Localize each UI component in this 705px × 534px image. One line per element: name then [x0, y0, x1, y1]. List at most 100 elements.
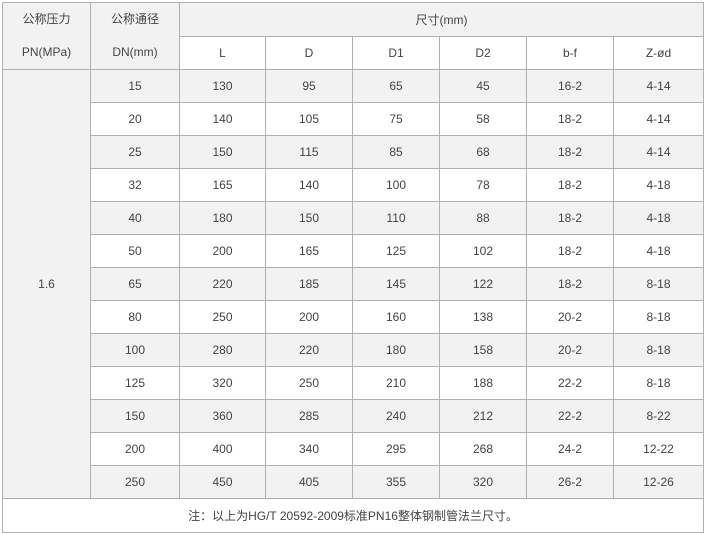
table-cell: 320 — [179, 366, 266, 400]
table-cell: 15 — [90, 69, 180, 103]
table-cell: 110 — [352, 201, 440, 235]
table-cell: 340 — [265, 432, 353, 466]
table-cell: 4-14 — [612, 135, 705, 169]
table-cell: 200 — [179, 234, 266, 268]
table-row: 65 220 185 145 122 18-2 8-18 — [3, 267, 705, 301]
table-cell: 165 — [265, 234, 353, 268]
table-cell: 355 — [352, 465, 440, 499]
table-cell: 212 — [439, 399, 527, 433]
pn-label: 公称压力 — [22, 12, 71, 26]
table-cell: 78 — [439, 168, 527, 202]
table-cell: 26-2 — [526, 465, 614, 499]
column-header: D — [265, 35, 353, 70]
table-cell: 210 — [352, 366, 440, 400]
table-cell: 105 — [265, 102, 353, 136]
dn-label: 公称通径 — [110, 12, 159, 26]
table-cell: 16-2 — [526, 69, 614, 103]
table-cell: 150 — [265, 201, 353, 235]
table-cell: 20-2 — [526, 333, 614, 367]
table-cell: 320 — [439, 465, 527, 499]
table-cell: 4-18 — [612, 168, 705, 202]
footnote: 注：以上为HG/T 20592-2009标准PN16整体钢制管法兰尺寸。 — [1, 498, 705, 533]
table-cell: 185 — [265, 267, 353, 301]
table-cell: 125 — [90, 366, 180, 400]
column-header: D1 — [352, 35, 440, 70]
table-cell: 102 — [439, 234, 527, 268]
table-cell: 220 — [179, 267, 266, 301]
table-cell: 125 — [352, 234, 440, 268]
table-cell: 240 — [352, 399, 440, 433]
table-cell: 95 — [265, 69, 353, 103]
table-cell: 130 — [179, 69, 266, 103]
table-cell: 200 — [265, 300, 353, 334]
pn-unit: PN(MPa) — [21, 45, 72, 59]
table-row: 1.6 15 130 95 65 45 16-2 4-14 — [2, 69, 705, 499]
table-row: 125 320 250 210 188 22-2 8-18 — [3, 366, 705, 400]
table-cell: 4-14 — [612, 69, 705, 103]
table-cell: 250 — [90, 465, 180, 499]
table-row: 150 360 285 240 212 22-2 8-22 — [3, 399, 705, 433]
table-cell: 115 — [265, 135, 353, 169]
table-cell: 88 — [439, 201, 527, 235]
table-cell: 122 — [439, 267, 527, 301]
table-cell: 150 — [179, 135, 266, 169]
table-cell: 12-22 — [612, 432, 705, 466]
table-cell: 18-2 — [526, 267, 614, 301]
table-cell: 250 — [179, 300, 266, 334]
table-cell: 65 — [352, 69, 440, 103]
table-row: 50 200 165 125 102 18-2 4-18 — [3, 234, 705, 268]
table-cell: 140 — [265, 168, 353, 202]
table-cell: 180 — [179, 201, 266, 235]
table-cell: 22-2 — [526, 366, 614, 400]
table-cell: 4-14 — [612, 102, 705, 136]
table-cell: 18-2 — [526, 201, 614, 235]
table-cell: 140 — [179, 102, 266, 136]
table-cell: 18-2 — [526, 234, 614, 268]
table-cell: 165 — [179, 168, 266, 202]
table-cell: 100 — [90, 333, 180, 367]
table-cell: 250 — [265, 366, 353, 400]
table-row: 25 150 115 85 68 18-2 4-14 — [3, 135, 705, 169]
table-cell: 58 — [439, 102, 527, 136]
table-cell: 45 — [439, 69, 527, 103]
table-row: 100 280 220 180 158 20-2 8-18 — [3, 333, 705, 367]
table-cell: 85 — [352, 135, 440, 169]
table-cell: 280 — [179, 333, 266, 367]
table-row: 20 140 105 75 58 18-2 4-14 — [3, 102, 705, 136]
column-header: Z-ød — [612, 35, 705, 70]
table-cell: 405 — [265, 465, 353, 499]
table-cell: 18-2 — [526, 102, 614, 136]
table-cell: 22-2 — [526, 399, 614, 433]
table-row: 40 180 150 110 88 18-2 4-18 — [3, 201, 705, 235]
table-cell: 18-2 — [526, 135, 614, 169]
table-cell: 8-18 — [612, 300, 705, 334]
table-cell: 360 — [179, 399, 266, 433]
table-cell: 400 — [179, 432, 266, 466]
table-cell: 68 — [439, 135, 527, 169]
table-cell: 285 — [265, 399, 353, 433]
table-cell: 50 — [90, 234, 180, 268]
table-cell: 20 — [90, 102, 180, 136]
table-cell: 295 — [352, 432, 440, 466]
table-cell: 220 — [265, 333, 353, 367]
table-cell: 32 — [90, 168, 180, 202]
table-row: 80 250 200 160 138 20-2 8-18 — [3, 300, 705, 334]
table-cell: 100 — [352, 168, 440, 202]
pn-header: 公称压力 PN(MPa) — [2, 2, 91, 70]
table-cell: 25 — [90, 135, 180, 169]
table-cell: 8-18 — [612, 267, 705, 301]
table-cell: 200 — [90, 432, 180, 466]
dn-header: 公称通径 DN(mm) — [90, 2, 180, 70]
table-cell: 24-2 — [526, 432, 614, 466]
table-cell: 20-2 — [526, 300, 614, 334]
column-header: b-f — [526, 35, 614, 70]
dn-unit: DN(mm) — [112, 45, 158, 59]
table-cell: 8-18 — [612, 366, 705, 400]
table-cell: 450 — [179, 465, 266, 499]
table-cell: 80 — [90, 300, 180, 334]
table-row: 200 400 340 295 268 24-2 12-22 — [3, 432, 705, 466]
table-cell: 75 — [352, 102, 440, 136]
table-row: 250 450 405 355 320 26-2 12-26 — [3, 465, 705, 499]
table-cell: 40 — [90, 201, 180, 235]
